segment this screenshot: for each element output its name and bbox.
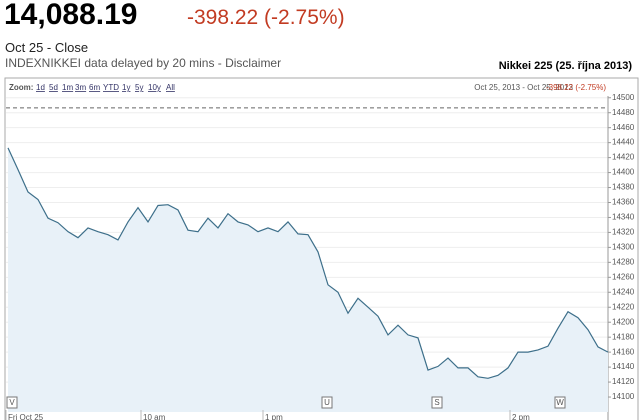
y-tick-label: 14160 (612, 347, 635, 356)
y-tick-label: 14460 (612, 123, 635, 132)
news-flag[interactable] (321, 396, 333, 409)
y-tick-label: 14200 (612, 317, 635, 326)
y-tick-label: 14420 (612, 153, 635, 162)
news-flag-label: S (434, 398, 439, 407)
y-tick-label: 14340 (612, 213, 635, 222)
price-change: -398.22 (-2.75%) (187, 6, 345, 29)
area-fill (8, 147, 608, 412)
y-tick-label: 14500 (612, 93, 635, 102)
y-tick-label: 14360 (612, 198, 635, 207)
zoom-option[interactable]: 5d (49, 83, 58, 92)
news-flag[interactable] (6, 396, 18, 409)
y-tick-label: 14240 (612, 287, 635, 296)
time-label: 10 am (143, 413, 166, 420)
zoom-change: -398.22 (-2.75%) (546, 83, 606, 92)
y-tick-label: 14320 (612, 228, 635, 237)
y-tick-label: 14400 (612, 168, 635, 177)
zoom-range: Oct 25, 2013 - Oct 25, 2013 (474, 83, 573, 92)
y-tick-label: 14220 (612, 302, 635, 311)
news-flag-label: W (556, 398, 564, 407)
news-flag-label: V (9, 398, 15, 407)
y-tick-label: 14300 (612, 242, 635, 251)
y-tick-label: 14180 (612, 332, 635, 341)
y-tick-label: 14100 (612, 392, 635, 401)
y-tick-label: 14380 (612, 183, 635, 192)
zoom-label: Zoom: (9, 83, 33, 92)
zoom-option[interactable]: 1d (36, 83, 45, 92)
news-flag[interactable] (554, 396, 566, 409)
close-status: Oct 25 - Close (5, 40, 89, 55)
zoom-option[interactable]: 1y (122, 83, 130, 92)
y-tick-label: 14140 (612, 362, 635, 371)
time-label: 2 pm (512, 413, 530, 420)
zoom-option[interactable]: YTD (103, 83, 119, 92)
news-flag-label: U (324, 398, 330, 407)
zoom-option[interactable]: 3m (75, 83, 86, 92)
price-line (7, 147, 609, 379)
y-tick-label: 14260 (612, 272, 635, 281)
delay-note: INDEXNIKKEI data delayed by 20 mins - Di… (5, 56, 282, 70)
time-label: 1 pm (265, 413, 283, 420)
zoom-option[interactable]: 6m (89, 83, 100, 92)
time-label: Fri Oct 25 (8, 413, 44, 420)
zoom-option[interactable]: 10y (148, 83, 161, 92)
zoom-option[interactable]: All (166, 83, 175, 92)
zoom-option[interactable]: 5y (135, 83, 143, 92)
price: 14,088.19 (4, 0, 138, 31)
y-tick-label: 14120 (612, 377, 635, 386)
zoom-option[interactable]: 1m (62, 83, 73, 92)
chart-caption: Nikkei 225 (25. října 2013) (498, 60, 632, 72)
news-flag[interactable] (431, 396, 443, 409)
y-tick-label: 14440 (612, 138, 635, 147)
y-tick-label: 14280 (612, 257, 635, 266)
y-tick-label: 14480 (612, 108, 635, 117)
